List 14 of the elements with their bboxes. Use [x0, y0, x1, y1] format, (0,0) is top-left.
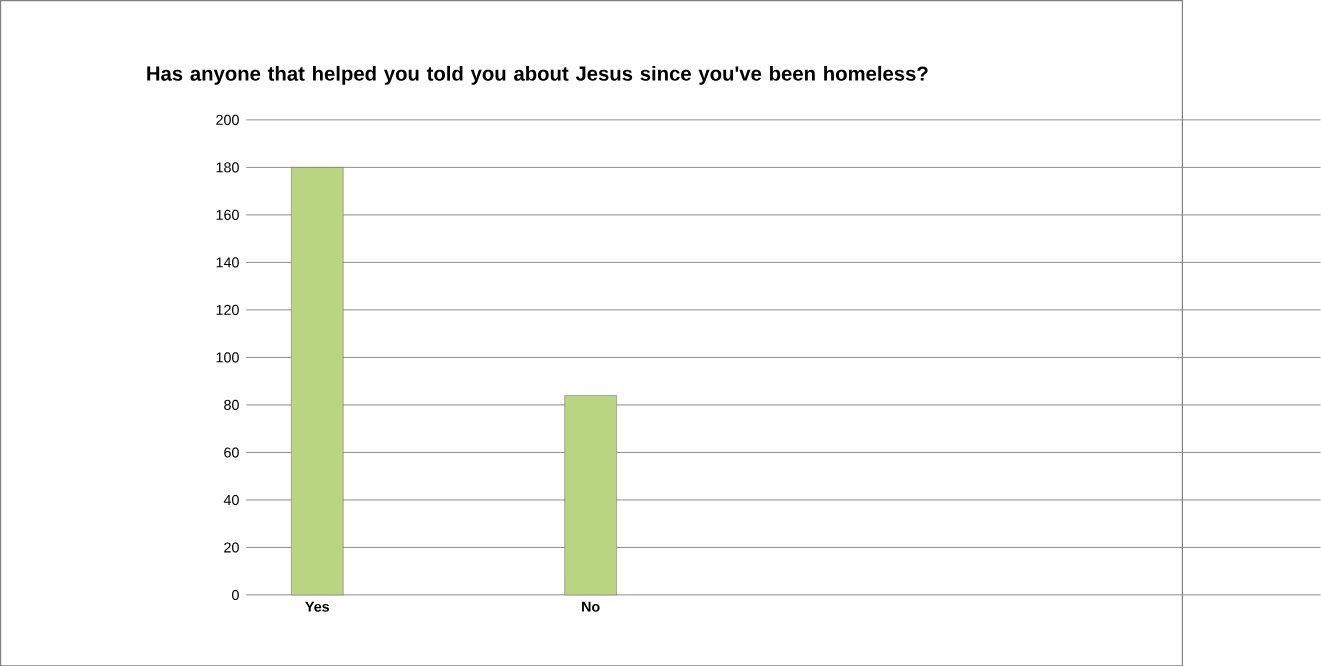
x-tick-label: No	[582, 601, 600, 612]
y-tick-label: 160	[216, 209, 239, 220]
y-tick-label: 140	[216, 257, 239, 268]
y-tick-label: 20	[224, 542, 239, 553]
y-tick-label: 120	[216, 304, 239, 315]
y-tick-label: 200	[216, 114, 239, 125]
y-tick-label: 0	[232, 589, 239, 600]
x-tick-label: Yes	[305, 601, 330, 612]
y-tick-label: 100	[216, 352, 239, 363]
y-tick-label: 180	[216, 162, 239, 173]
y-tick-label: 80	[224, 399, 239, 410]
y-tick-label: 40	[223, 494, 239, 505]
y-tick-label: 60	[224, 447, 239, 458]
chart-title: Has anyone that helped you told you about Jesus since you've been homeless?	[147, 65, 928, 85]
